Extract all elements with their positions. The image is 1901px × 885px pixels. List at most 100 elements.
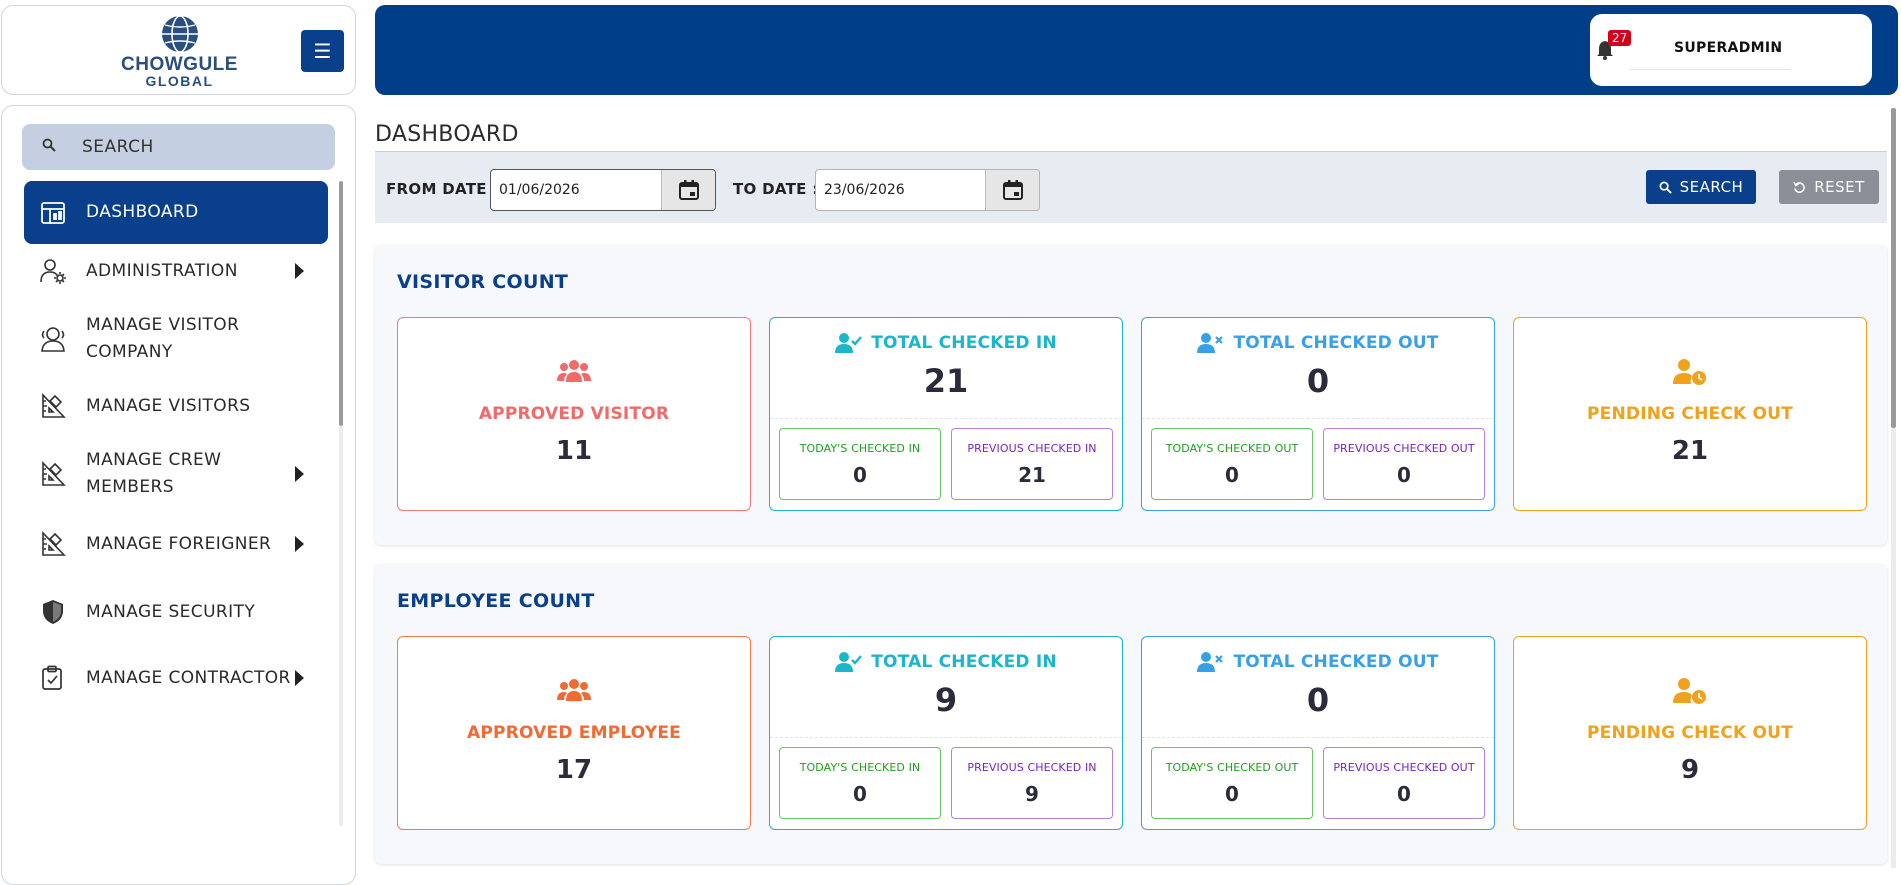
previous-checked-out-box[interactable]: PREVIOUS CHECKED OUT 0 bbox=[1323, 747, 1485, 819]
search-button-label: SEARCH bbox=[1679, 178, 1744, 196]
user-menu[interactable]: SUPERADMIN bbox=[1674, 40, 1783, 56]
today-checked-out-count: 0 bbox=[1225, 463, 1239, 487]
today-checked-in-box[interactable]: TODAY'S CHECKED IN 0 bbox=[779, 747, 941, 819]
user-clock-icon bbox=[1514, 677, 1866, 705]
to-date-field[interactable]: 23/06/2026 bbox=[815, 169, 1040, 211]
total-checked-out-label: TOTAL CHECKED OUT bbox=[1233, 333, 1439, 353]
previous-checked-out-box[interactable]: PREVIOUS CHECKED OUT 0 bbox=[1323, 428, 1485, 500]
sidebar-item-manage-security[interactable]: MANAGE SECURITY bbox=[24, 584, 328, 640]
to-date-value: 23/06/2026 bbox=[824, 182, 905, 198]
previous-checked-in-count: 21 bbox=[1018, 463, 1046, 487]
logo-panel: CHOWGULE GLOBAL bbox=[1, 5, 356, 95]
employee-checked-in-card[interactable]: TOTAL CHECKED IN 9 TODAY'S CHECKED IN 0 … bbox=[769, 636, 1123, 830]
approved-employee-label: APPROVED EMPLOYEE bbox=[467, 723, 681, 743]
employee-count-section: EMPLOYEE COUNT APPROVED EMPLOYEE 17 TOTA… bbox=[375, 564, 1887, 864]
sidebar-item-dashboard[interactable]: DASHBOARD bbox=[24, 181, 328, 244]
sidebar-item-label: DASHBOARD bbox=[86, 202, 199, 222]
today-checked-in-box[interactable]: TODAY'S CHECKED IN 0 bbox=[779, 428, 941, 500]
main-scrollbar[interactable] bbox=[1891, 108, 1896, 428]
employee-checked-out-card[interactable]: TOTAL CHECKED OUT 0 TODAY'S CHECKED OUT … bbox=[1141, 636, 1495, 830]
chevron-down-icon[interactable]: ⌄ bbox=[1773, 41, 1784, 55]
total-checked-in-label: TOTAL CHECKED IN bbox=[871, 652, 1057, 672]
from-date-field[interactable]: 01/06/2026 bbox=[490, 169, 716, 211]
menu-toggle-button[interactable]: ☰ bbox=[301, 30, 344, 72]
previous-checked-out-count: 0 bbox=[1397, 782, 1411, 806]
sidebar-item-label: ADMINISTRATION bbox=[86, 260, 238, 281]
hamburger-icon: ☰ bbox=[313, 39, 332, 63]
sidebar-item-manage-visitors[interactable]: MANAGE VISITORS bbox=[24, 378, 328, 434]
card-divider bbox=[1142, 418, 1494, 419]
caret-right-icon bbox=[295, 263, 304, 279]
sidebar-item-manage-foreigner[interactable]: MANAGE FOREIGNER bbox=[24, 516, 328, 572]
sidebar-item-administration[interactable]: ADMINISTRATION bbox=[24, 243, 328, 299]
approved-visitor-card[interactable]: APPROVED VISITOR 11 bbox=[397, 317, 751, 511]
visitor-checked-in-card[interactable]: TOTAL CHECKED IN 21 TODAY'S CHECKED IN 0… bbox=[769, 317, 1123, 511]
reset-button[interactable]: RESET bbox=[1779, 170, 1879, 204]
previous-checked-in-box[interactable]: PREVIOUS CHECKED IN 9 bbox=[951, 747, 1113, 819]
user-x-icon bbox=[1197, 652, 1224, 672]
caret-right-icon bbox=[295, 670, 304, 686]
today-checked-in-label: TODAY'S CHECKED IN bbox=[799, 761, 921, 774]
caret-right-icon bbox=[295, 536, 304, 552]
today-checked-in-count: 0 bbox=[853, 463, 867, 487]
approved-employee-card[interactable]: APPROVED EMPLOYEE 17 bbox=[397, 636, 751, 830]
user-check-icon bbox=[835, 333, 863, 353]
brand-name: CHOWGULE bbox=[121, 54, 238, 75]
pending-checkout-label: PENDING CHECK OUT bbox=[1587, 723, 1793, 743]
from-date-label: FROM DATE : bbox=[386, 180, 499, 198]
calendar-icon[interactable] bbox=[661, 170, 715, 210]
sidebar-item-manage-crew-members[interactable]: MANAGE CREW MEMBERS bbox=[24, 439, 328, 509]
approved-employee-count: 17 bbox=[555, 755, 593, 785]
sidebar-item-manage-contractor[interactable]: MANAGE CONTRACTOR bbox=[24, 643, 328, 713]
previous-checked-in-count: 9 bbox=[1025, 782, 1039, 806]
sidebar-item-label: MANAGE VISITOR COMPANY bbox=[86, 315, 240, 362]
admin-user-gear-icon bbox=[38, 256, 68, 286]
notification-count-badge: 27 bbox=[1608, 30, 1632, 46]
sidebar-item-manage-visitor-company[interactable]: MANAGE VISITOR COMPANY bbox=[24, 304, 328, 374]
card-divider bbox=[770, 418, 1122, 419]
calendar-icon[interactable] bbox=[985, 170, 1039, 210]
date-filter-bar: FROM DATE : 01/06/2026 TO DATE : 23/06/2… bbox=[375, 151, 1887, 223]
total-checked-in-count: 21 bbox=[923, 362, 969, 400]
today-checked-out-box[interactable]: TODAY'S CHECKED OUT 0 bbox=[1151, 747, 1313, 819]
sidebar-search-label: SEARCH bbox=[82, 137, 154, 157]
search-button[interactable]: SEARCH bbox=[1646, 170, 1756, 204]
search-icon bbox=[42, 138, 82, 156]
reset-button-label: RESET bbox=[1814, 178, 1865, 196]
card-divider bbox=[770, 737, 1122, 738]
sidebar-search[interactable]: SEARCH bbox=[22, 124, 335, 170]
main-scroll-track bbox=[1891, 428, 1896, 868]
reset-icon bbox=[1793, 181, 1806, 193]
pending-checkout-label: PENDING CHECK OUT bbox=[1587, 404, 1793, 424]
today-checked-out-count: 0 bbox=[1225, 782, 1239, 806]
ruler-icon bbox=[38, 529, 68, 559]
visitor-checked-out-card[interactable]: TOTAL CHECKED OUT 0 TODAY'S CHECKED OUT … bbox=[1141, 317, 1495, 511]
ruler-icon bbox=[38, 391, 68, 421]
sidebar-scrollbar[interactable] bbox=[339, 181, 343, 426]
sidebar-item-label: MANAGE FOREIGNER bbox=[86, 533, 272, 554]
today-checked-out-label: TODAY'S CHECKED OUT bbox=[1165, 761, 1299, 774]
total-checked-out-count: 0 bbox=[1306, 681, 1330, 719]
users-group-icon bbox=[398, 358, 750, 384]
employee-pending-checkout-card[interactable]: PENDING CHECK OUT 9 bbox=[1513, 636, 1867, 830]
previous-checked-out-count: 0 bbox=[1397, 463, 1411, 487]
user-check-icon bbox=[835, 652, 863, 672]
sidebar-scroll-track bbox=[339, 426, 343, 826]
page-title: DASHBOARD bbox=[375, 122, 519, 147]
visitor-count-section: VISITOR COUNT APPROVED VISITOR 11 TOTAL … bbox=[375, 245, 1887, 545]
total-checked-in-count: 9 bbox=[934, 681, 958, 719]
sidebar-item-label: MANAGE CONTRACTOR bbox=[86, 667, 291, 688]
visitor-pending-checkout-card[interactable]: PENDING CHECK OUT 21 bbox=[1513, 317, 1867, 511]
section-title: EMPLOYEE COUNT bbox=[397, 590, 595, 612]
approved-visitor-count: 11 bbox=[555, 436, 593, 466]
sidebar-item-label: MANAGE CREW MEMBERS bbox=[86, 450, 222, 497]
previous-checked-in-box[interactable]: PREVIOUS CHECKED IN 21 bbox=[951, 428, 1113, 500]
section-title: VISITOR COUNT bbox=[397, 271, 569, 293]
from-date-value: 01/06/2026 bbox=[499, 182, 580, 198]
today-checked-in-label: TODAY'S CHECKED IN bbox=[799, 442, 921, 455]
approved-visitor-label: APPROVED VISITOR bbox=[478, 404, 670, 424]
brand-logo[interactable]: CHOWGULE GLOBAL bbox=[102, 14, 257, 92]
today-checked-out-box[interactable]: TODAY'S CHECKED OUT 0 bbox=[1151, 428, 1313, 500]
total-checked-out-count: 0 bbox=[1306, 362, 1330, 400]
ruler-icon bbox=[38, 459, 68, 489]
